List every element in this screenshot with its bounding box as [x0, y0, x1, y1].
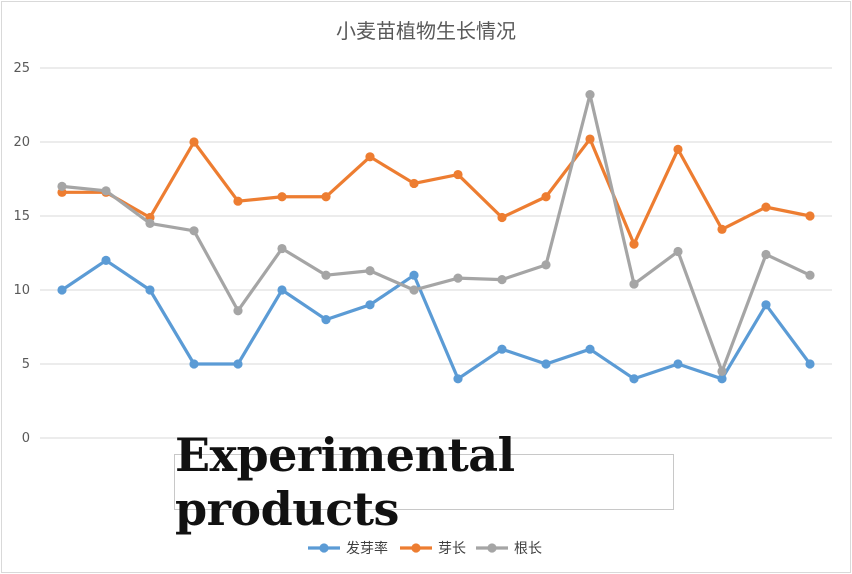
- data-point-s3-18: [805, 270, 815, 280]
- series-line-1: [60, 258, 812, 381]
- data-point-s2-4: [189, 137, 199, 147]
- y-tick-label-20: 20: [13, 135, 30, 150]
- data-point-s3-12: [541, 260, 551, 270]
- data-point-s2-16: [717, 224, 727, 234]
- data-point-s3-13: [585, 90, 595, 100]
- data-point-s1-12: [541, 359, 551, 369]
- y-tick-label-25: 25: [13, 61, 30, 76]
- data-point-s3-16: [717, 366, 727, 376]
- legend-marker-2: [411, 543, 421, 553]
- data-point-s2-11: [497, 212, 507, 223]
- data-point-s3-7: [321, 270, 331, 280]
- series-line-2: [60, 137, 812, 246]
- y-tick-label-5: 5: [22, 357, 30, 372]
- data-point-s2-15: [673, 144, 683, 154]
- data-point-s2-14: [629, 239, 639, 249]
- experimental-products-banner: Experimental products: [174, 428, 674, 536]
- data-point-s3-14: [629, 279, 639, 289]
- data-point-s1-5: [233, 359, 243, 369]
- data-point-s2-7: [321, 192, 331, 202]
- data-point-s3-11: [497, 275, 507, 285]
- data-point-s1-7: [321, 315, 331, 325]
- chart-title: 小麦苗植物生长情况: [336, 19, 516, 43]
- data-point-s1-2: [101, 255, 111, 265]
- data-point-s2-8: [365, 152, 375, 162]
- data-point-s1-17: [761, 300, 771, 310]
- data-point-s3-17: [761, 249, 771, 260]
- data-point-s1-1: [57, 285, 67, 295]
- data-point-s1-18: [805, 359, 815, 369]
- data-point-s3-1: [57, 181, 67, 191]
- data-point-s3-2: [101, 186, 111, 196]
- data-point-s1-8: [365, 300, 375, 310]
- y-tick-label-10: 10: [13, 283, 30, 298]
- data-point-s2-12: [541, 192, 551, 202]
- y-tick-label-15: 15: [13, 209, 30, 224]
- data-point-s1-15: [673, 359, 683, 369]
- data-point-s1-6: [277, 285, 287, 295]
- data-point-s1-10: [453, 374, 463, 384]
- data-point-s1-3: [145, 285, 155, 295]
- legend-label-3: 根长: [514, 541, 542, 557]
- data-point-s3-15: [673, 246, 683, 257]
- data-point-s1-16: [717, 374, 727, 384]
- data-point-s3-10: [453, 273, 463, 283]
- series-line-3: [60, 93, 812, 373]
- data-point-s1-13: [585, 344, 595, 354]
- data-point-s2-13: [585, 134, 595, 144]
- legend-marker-3: [487, 543, 497, 553]
- data-point-s1-4: [189, 359, 199, 369]
- data-point-s1-11: [497, 344, 507, 354]
- data-point-s3-5: [233, 306, 243, 316]
- data-point-s1-14: [629, 374, 639, 384]
- data-point-s1-9: [409, 270, 419, 280]
- legend-marker-1: [319, 543, 329, 553]
- data-point-s2-9: [409, 178, 419, 189]
- data-point-s2-17: [761, 202, 771, 212]
- data-point-s3-4: [189, 226, 199, 236]
- data-point-s2-6: [277, 192, 287, 202]
- data-point-s2-10: [453, 169, 463, 180]
- data-point-s3-3: [145, 218, 155, 228]
- data-point-s2-5: [233, 196, 243, 206]
- data-point-s3-6: [277, 243, 287, 254]
- legend-label-1: 发芽率: [346, 540, 388, 557]
- data-point-s3-8: [365, 266, 375, 276]
- legend-label-2: 芽长: [438, 541, 466, 557]
- data-point-s3-9: [409, 285, 419, 295]
- data-point-s2-18: [805, 211, 815, 221]
- y-tick-label-0: 0: [22, 431, 30, 446]
